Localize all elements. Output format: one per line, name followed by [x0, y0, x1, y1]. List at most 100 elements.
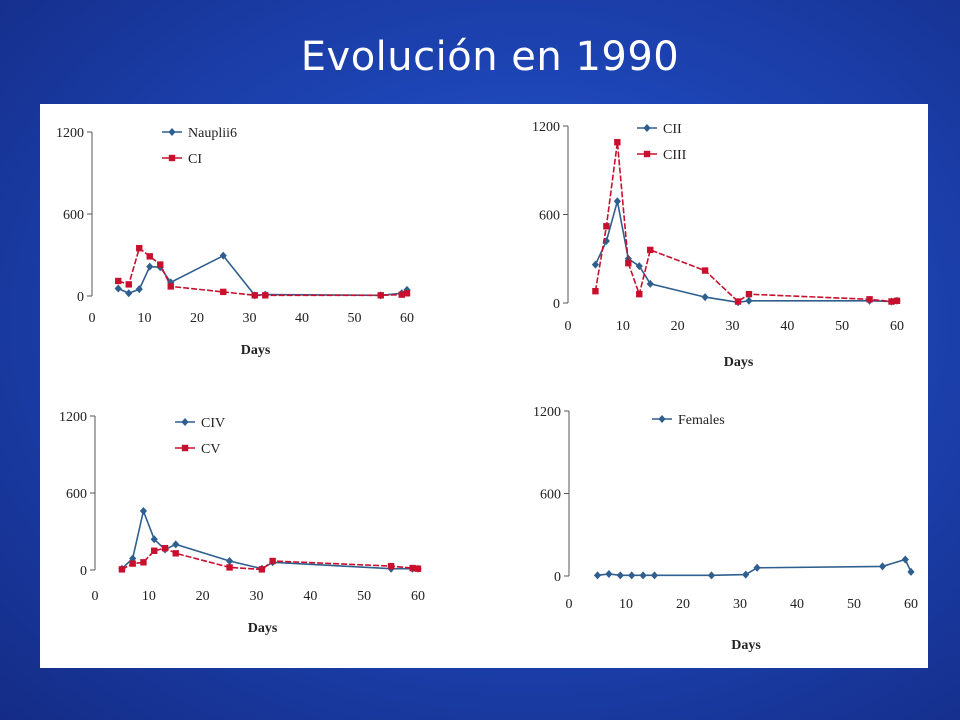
data-point-nauplii6 [114, 284, 122, 293]
data-point-ciii [625, 259, 632, 267]
data-point-ci [136, 244, 143, 252]
data-point-ciii [888, 298, 895, 305]
legend-marker [168, 154, 176, 162]
x-axis-label: Days [731, 638, 761, 653]
legend-marker [643, 124, 651, 132]
x-tick-label: 10 [138, 311, 152, 326]
legend-marker [658, 415, 666, 423]
data-point-civ [150, 535, 158, 544]
data-point-nauplii6 [146, 262, 154, 271]
data-point-ci [398, 291, 405, 298]
data-point-ciii [636, 290, 643, 298]
data-point-cv [129, 560, 136, 567]
data-point-cii [745, 296, 753, 305]
series-line-cii [594, 200, 898, 304]
data-point-civ [225, 557, 234, 566]
x-tick-label: 20 [196, 589, 210, 604]
x-tick-label: 0 [92, 589, 99, 604]
y-tick-label: 0 [553, 297, 560, 312]
y-tick-label: 0 [77, 290, 84, 305]
data-point-ciii [734, 298, 742, 305]
data-point-cii [646, 279, 654, 288]
x-tick-label: 40 [303, 589, 317, 604]
x-tick-label: 10 [616, 319, 630, 334]
data-point-ci [146, 253, 153, 260]
y-tick-label: 0 [554, 570, 561, 585]
figure-panel: 0 600 1200 0 10 20 30 40 50 60 Days Nauplii6 CI 0 600 1… [40, 104, 928, 668]
data-point-cv [118, 566, 126, 573]
y-tick-label: 600 [66, 487, 87, 502]
x-tick-label: 60 [400, 311, 414, 326]
data-point-cv [414, 565, 422, 572]
y-tick-label: 600 [540, 488, 561, 503]
data-point-ci [403, 290, 411, 297]
x-tick-label: 40 [295, 311, 309, 326]
x-axis-label: Days [241, 343, 271, 358]
x-tick-label: 30 [250, 589, 264, 604]
data-point-females [650, 571, 659, 580]
x-tick-label: 30 [243, 311, 257, 326]
x-tick-label: 10 [619, 597, 633, 612]
chart-2: 0 600 1200 0 10 20 30 40 50 60 Days CII CIII [532, 120, 904, 370]
data-point-ciii [592, 288, 599, 295]
data-point-cii [635, 262, 643, 271]
x-tick-label: 60 [890, 319, 904, 334]
x-tick-label: 0 [566, 597, 573, 612]
x-tick-label: 30 [726, 319, 740, 334]
data-point-females [707, 571, 716, 580]
x-tick-label: 50 [348, 311, 362, 326]
data-point-females [628, 571, 636, 580]
x-tick-label: 0 [89, 311, 96, 326]
x-tick-label: 10 [142, 589, 156, 604]
x-tick-label: 30 [733, 597, 747, 612]
data-point-cv [172, 550, 179, 557]
legend-marker [181, 418, 189, 426]
x-tick-label: 0 [565, 319, 572, 334]
x-tick-label: 60 [411, 589, 425, 604]
data-point-cv [387, 562, 395, 570]
x-tick-label: 20 [671, 319, 685, 334]
data-point-cv [140, 559, 147, 566]
data-point-ci [167, 283, 174, 290]
x-tick-label: 20 [190, 311, 204, 326]
legend-label: CV [201, 442, 220, 457]
x-tick-label: 50 [357, 589, 371, 604]
data-point-ci [220, 288, 227, 296]
data-point-cii [613, 197, 621, 206]
data-point-cii [591, 260, 600, 269]
series-line-ciii [594, 142, 898, 303]
data-point-civ [139, 506, 148, 515]
x-tick-label: 60 [904, 597, 918, 612]
y-tick-label: 1200 [533, 405, 561, 420]
y-tick-label: 1200 [532, 120, 560, 135]
data-point-ci [251, 292, 258, 299]
data-point-ci [157, 261, 164, 268]
y-tick-label: 600 [539, 209, 560, 224]
data-point-cv [269, 557, 276, 565]
data-point-cv [258, 566, 266, 573]
legend-label: CI [188, 152, 202, 167]
y-tick-label: 1200 [59, 410, 87, 425]
data-point-females [907, 567, 915, 576]
data-point-ci [262, 292, 269, 299]
data-point-ci [115, 277, 122, 285]
data-point-females [639, 571, 647, 580]
chart-4: 0 600 1200 0 10 20 30 40 50 60 Days Females [533, 405, 918, 653]
data-point-ci [377, 292, 384, 299]
data-point-females [616, 571, 624, 580]
data-point-cv [226, 564, 233, 571]
data-point-nauplii6 [125, 289, 133, 298]
legend-label: Females [678, 413, 725, 428]
legend-label: CIII [663, 148, 687, 163]
data-point-ciii [866, 296, 873, 303]
data-point-nauplii6 [135, 285, 143, 294]
data-point-ciii [647, 246, 654, 254]
y-tick-label: 0 [80, 564, 87, 579]
data-point-females [753, 563, 761, 572]
series-line-civ [121, 508, 418, 570]
legend-marker [643, 150, 651, 158]
data-point-females [878, 562, 887, 571]
data-point-cv [151, 547, 158, 554]
x-tick-label: 40 [790, 597, 804, 612]
